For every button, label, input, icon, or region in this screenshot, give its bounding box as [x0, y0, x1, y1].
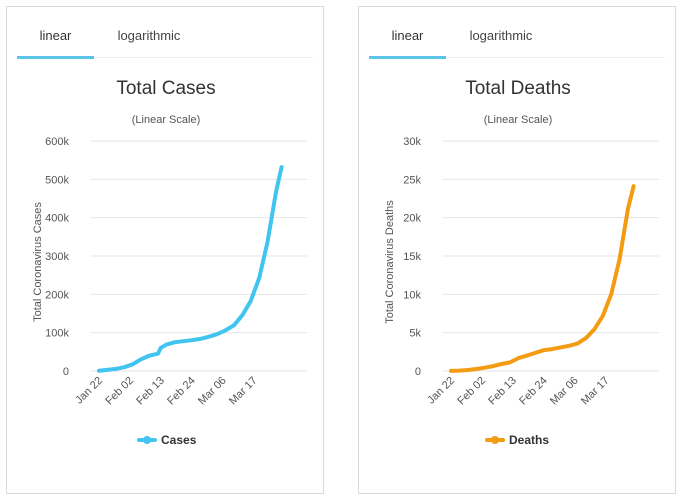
y-tick-label: 0 [63, 366, 69, 378]
y-tick-label: 20k [403, 213, 421, 225]
y-tick-label: 15k [403, 251, 421, 263]
total-deaths-chart: Total Deaths (Linear Scale) Total Corona… [384, 78, 659, 447]
tab-linear[interactable]: linear [39, 28, 72, 43]
y-tick-label: 300k [45, 251, 69, 263]
y-tick-label: 500k [45, 174, 69, 186]
total-cases-panel: linear logarithmic Total Cases (Linear S… [6, 6, 324, 494]
scale-tabs: linear logarithmic [369, 7, 665, 59]
total-deaths-panel: linear logarithmic Total Deaths (Linear … [358, 6, 676, 494]
x-tick-label: Jan 22 [425, 375, 457, 407]
y-tick-label: 10k [403, 289, 421, 301]
total-cases-chart: Total Cases (Linear Scale) Total Coronav… [32, 78, 307, 447]
series-line-cases[interactable] [97, 165, 284, 373]
tab-linear[interactable]: linear [391, 28, 424, 43]
chart-title: Total Deaths [465, 78, 571, 99]
y-tick-label: 100k [45, 328, 69, 340]
y-tick-label: 5k [409, 328, 421, 340]
chart-subtitle: (Linear Scale) [132, 114, 200, 126]
tab-logarithmic[interactable]: logarithmic [469, 28, 533, 43]
y-axis-label: Total Coronavirus Cases [32, 202, 44, 322]
legend-label[interactable]: Deaths [509, 433, 549, 447]
y-tick-label: 30k [403, 136, 421, 148]
legend-swatch-marker [143, 436, 151, 444]
x-tick-label: Jan 22 [73, 375, 105, 407]
series-line-deaths[interactable] [449, 184, 636, 373]
x-tick-label: Feb 13 [134, 375, 167, 408]
tab-logarithmic[interactable]: logarithmic [117, 28, 181, 43]
y-tick-label: 600k [45, 136, 69, 148]
x-tick-label: Mar 17 [227, 375, 260, 408]
scale-tabs: linear logarithmic [17, 7, 313, 59]
x-tick-label: Feb 24 [165, 375, 198, 408]
x-tick-label: Feb 13 [486, 375, 519, 408]
x-tick-label: Feb 02 [455, 375, 488, 408]
x-tick-label: Mar 06 [548, 375, 581, 408]
x-tick-label: Feb 02 [103, 375, 136, 408]
y-axis-label: Total Coronavirus Deaths [384, 200, 396, 324]
legend-swatch-marker [491, 436, 499, 444]
y-tick-label: 400k [45, 213, 69, 225]
x-tick-label: Feb 24 [517, 375, 550, 408]
y-tick-label: 200k [45, 289, 69, 301]
y-tick-label: 25k [403, 174, 421, 186]
chart-title: Total Cases [116, 78, 215, 99]
y-tick-label: 0 [415, 366, 421, 378]
x-tick-label: Mar 17 [579, 375, 612, 408]
chart-subtitle: (Linear Scale) [484, 114, 552, 126]
legend-label[interactable]: Cases [161, 433, 197, 447]
active-tab-indicator [369, 56, 446, 59]
active-tab-indicator [17, 56, 94, 59]
x-tick-label: Mar 06 [196, 375, 229, 408]
